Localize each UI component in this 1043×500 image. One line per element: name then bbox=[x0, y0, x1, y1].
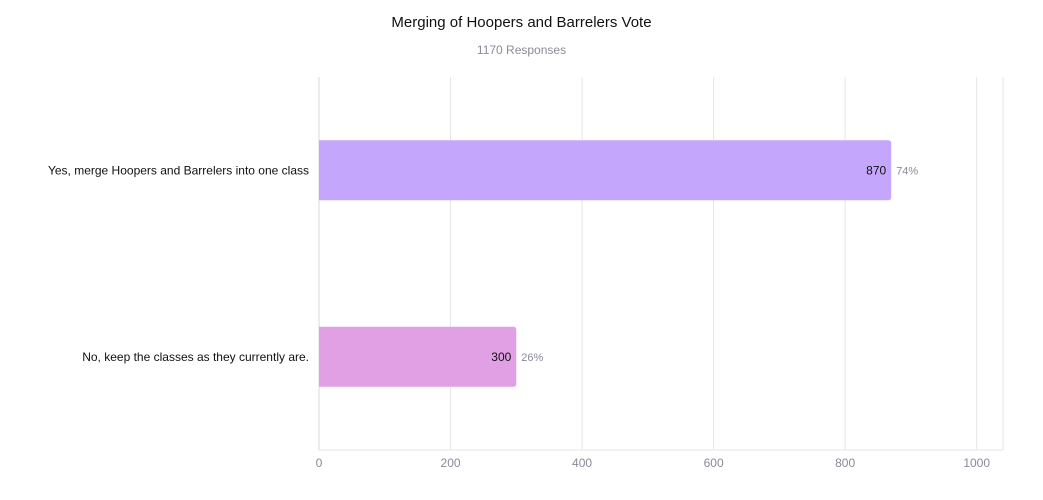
bar-1 bbox=[319, 326, 517, 387]
x-axis: 0 200 400 600 800 1000 bbox=[316, 449, 1003, 470]
x-tick-label-0: 0 bbox=[316, 456, 323, 470]
chart-title: Merging of Hoopers and Barrelers Vote bbox=[391, 14, 652, 31]
x-tick-label-400: 400 bbox=[572, 456, 592, 470]
bars bbox=[319, 140, 892, 387]
category-label-0: Yes, merge Hoopers and Barrelers into on… bbox=[48, 163, 309, 177]
x-tick-label-1000: 1000 bbox=[963, 456, 990, 470]
percent-label-1: 26% bbox=[521, 352, 543, 364]
x-tick-label-600: 600 bbox=[704, 456, 724, 470]
value-label-0: 870 bbox=[866, 163, 886, 177]
chart-subtitle: 1170 Responses bbox=[476, 43, 567, 57]
value-label-1: 300 bbox=[491, 350, 511, 364]
grid-lines bbox=[318, 77, 1004, 450]
category-label-1: No, keep the classes as they currently a… bbox=[82, 350, 309, 364]
x-tick-label-800: 800 bbox=[835, 456, 855, 470]
labels: Yes, merge Hoopers and Barrelers into on… bbox=[48, 163, 918, 364]
bar-0 bbox=[319, 140, 892, 201]
x-tick-label-200: 200 bbox=[441, 456, 461, 470]
percent-label-0: 74% bbox=[896, 165, 918, 177]
